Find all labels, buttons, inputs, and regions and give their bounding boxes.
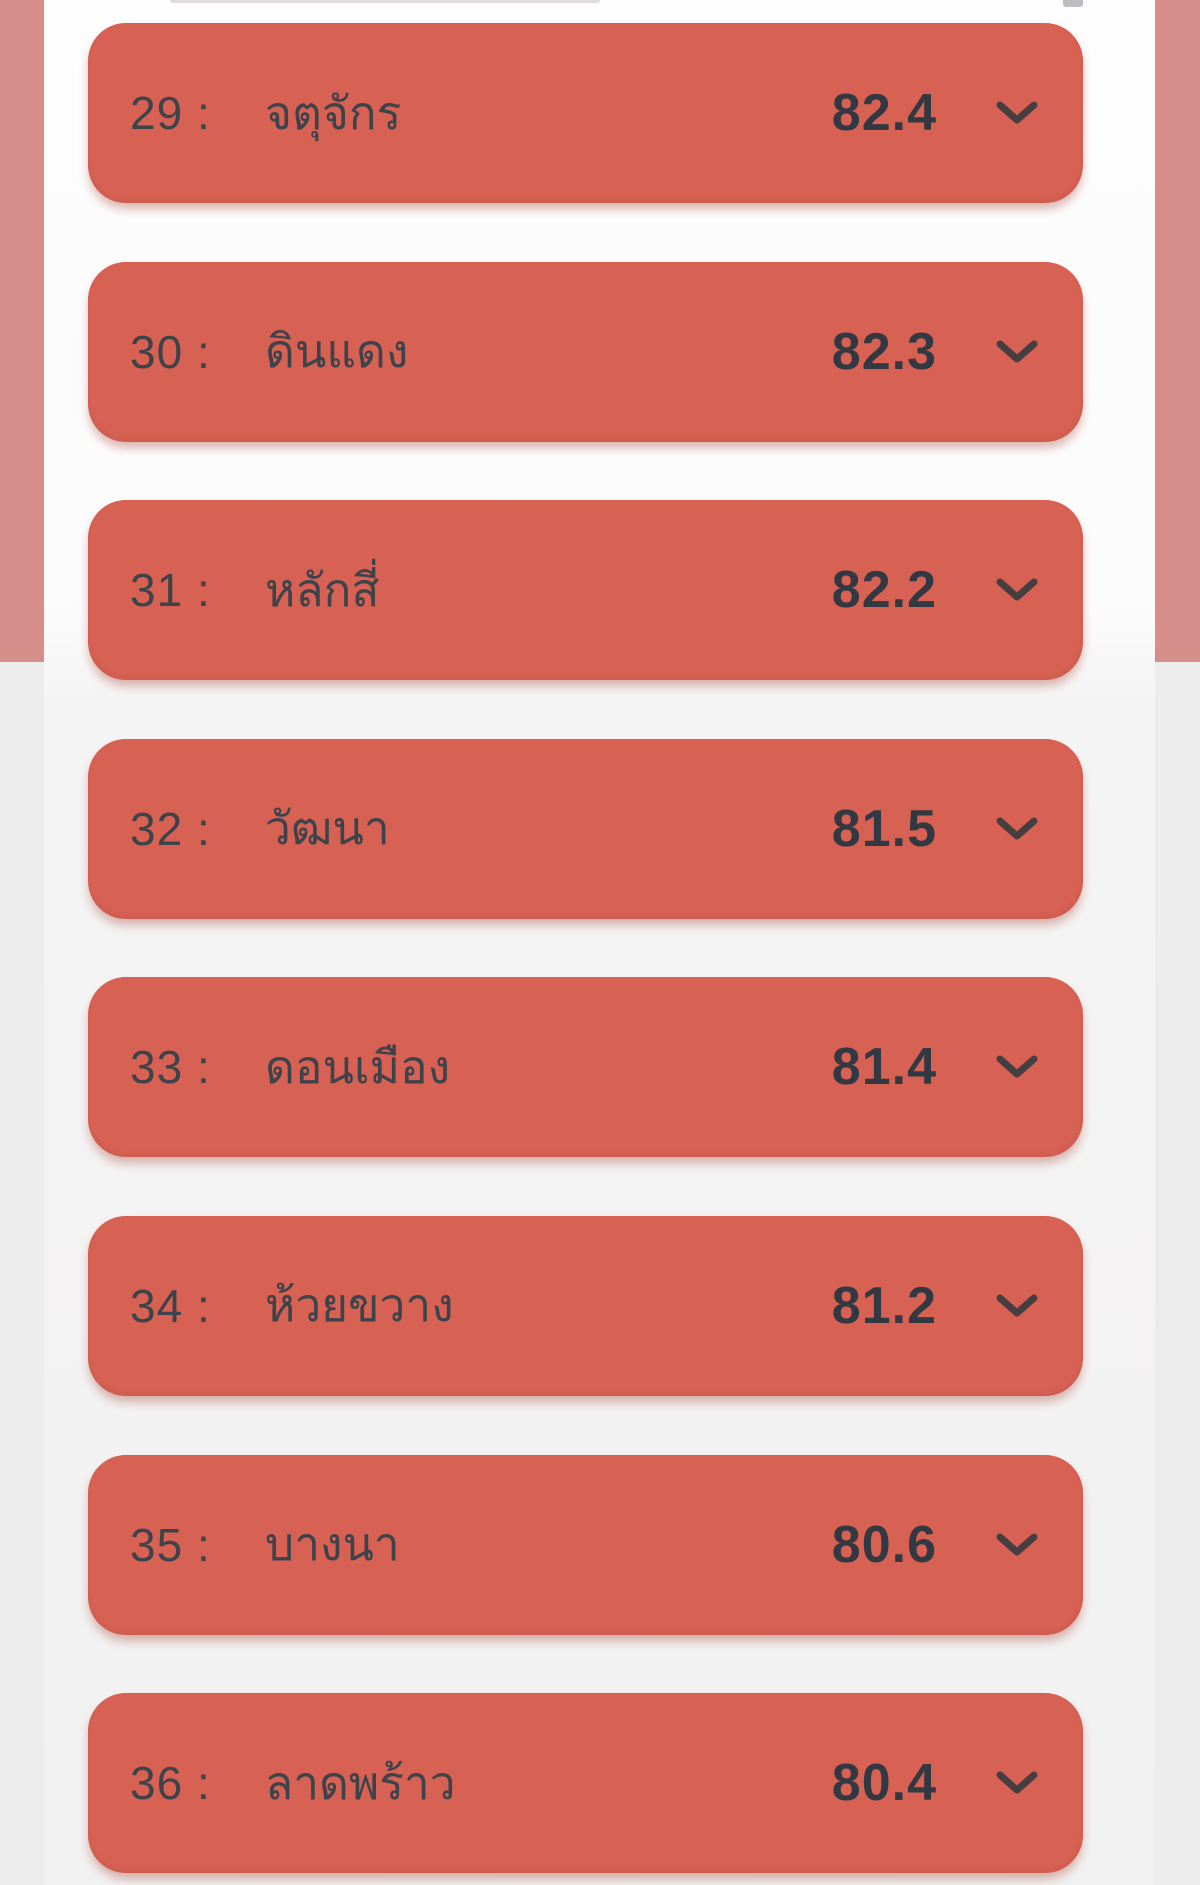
chevron-down-icon[interactable] — [995, 1532, 1039, 1558]
district-row-32[interactable]: 32 : วัฒนา 81.5 — [88, 738, 1083, 919]
district-value: 82.3 — [831, 322, 937, 381]
chevron-down-icon[interactable] — [995, 1054, 1039, 1080]
district-value: 80.4 — [831, 1754, 937, 1813]
district-value: 82.2 — [831, 561, 937, 620]
district-row-30[interactable]: 30 : ดินแดง 82.3 — [88, 261, 1083, 442]
chevron-down-icon[interactable] — [995, 1293, 1039, 1319]
district-value: 80.6 — [831, 1515, 937, 1574]
district-name: วัฒนา — [265, 802, 390, 855]
row-index: 30 : — [130, 325, 211, 378]
district-name: ห้วยขวาง — [265, 1279, 454, 1332]
district-name: ลาดพร้าว — [265, 1756, 456, 1809]
district-value: 81.5 — [831, 799, 937, 858]
row-index: 31 : — [130, 564, 211, 617]
row-index: 34 : — [130, 1279, 211, 1332]
district-row-33[interactable]: 33 : ดอนเมือง 81.4 — [88, 977, 1083, 1158]
district-list: 29 : จตุจักร 82.4 30 : ดินแดง 82.3 31 : … — [88, 23, 1083, 1885]
row-index: 36 : — [130, 1757, 211, 1810]
district-row-35[interactable]: 35 : บางนา 80.6 — [88, 1454, 1083, 1635]
district-value: 81.4 — [831, 1038, 937, 1097]
chevron-down-icon[interactable] — [995, 1770, 1039, 1796]
district-value: 82.4 — [831, 84, 937, 142]
row-index: 33 : — [130, 1041, 211, 1094]
district-name: หลักสี่ — [265, 563, 380, 616]
district-row-29[interactable]: 29 : จตุจักร 82.4 — [88, 23, 1083, 203]
row-index: 32 : — [130, 802, 211, 855]
district-name: ดอนเมือง — [265, 1040, 451, 1093]
district-row-36[interactable]: 36 : ลาดพร้าว 80.4 — [88, 1693, 1083, 1874]
scrollbar-thumb[interactable] — [1063, 0, 1083, 7]
row-index: 35 : — [130, 1518, 211, 1571]
district-name: จตุจักร — [265, 86, 402, 139]
chevron-down-icon[interactable] — [995, 816, 1039, 842]
district-value: 81.2 — [831, 1276, 937, 1335]
chevron-down-icon[interactable] — [995, 339, 1039, 365]
chevron-down-icon[interactable] — [995, 100, 1039, 126]
district-row-34[interactable]: 34 : ห้วยขวาง 81.2 — [88, 1215, 1083, 1396]
district-row-31[interactable]: 31 : หลักสี่ 82.2 — [88, 500, 1083, 681]
row-index: 29 : — [130, 87, 211, 139]
chevron-down-icon[interactable] — [995, 577, 1039, 603]
previous-card-remnant — [170, 0, 600, 3]
district-name: บางนา — [265, 1518, 400, 1571]
district-name: ดินแดง — [265, 325, 409, 378]
